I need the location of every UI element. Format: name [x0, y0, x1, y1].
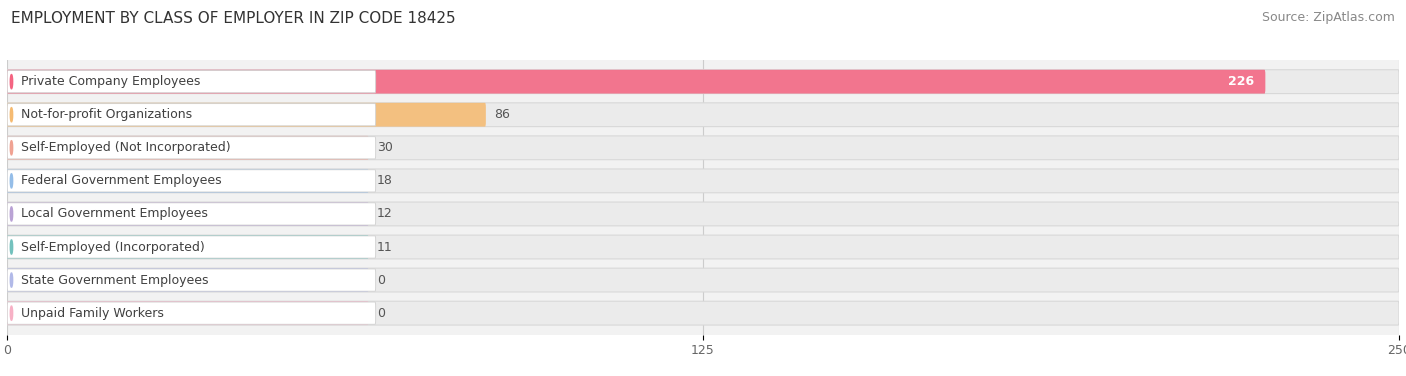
FancyBboxPatch shape: [7, 268, 368, 292]
Circle shape: [10, 74, 13, 89]
Circle shape: [10, 240, 13, 254]
FancyBboxPatch shape: [7, 170, 375, 192]
FancyBboxPatch shape: [7, 202, 1399, 226]
FancyBboxPatch shape: [7, 70, 1399, 94]
FancyBboxPatch shape: [7, 235, 368, 259]
FancyBboxPatch shape: [7, 169, 1399, 193]
FancyBboxPatch shape: [7, 269, 375, 291]
Text: State Government Employees: State Government Employees: [21, 274, 208, 287]
FancyBboxPatch shape: [7, 103, 486, 127]
FancyBboxPatch shape: [7, 236, 375, 258]
Text: Not-for-profit Organizations: Not-for-profit Organizations: [21, 108, 193, 121]
FancyBboxPatch shape: [7, 203, 375, 225]
Text: 0: 0: [377, 274, 385, 287]
Circle shape: [10, 141, 13, 155]
Circle shape: [10, 207, 13, 221]
Circle shape: [10, 174, 13, 188]
FancyBboxPatch shape: [7, 71, 375, 93]
FancyBboxPatch shape: [7, 103, 1399, 127]
Text: Private Company Employees: Private Company Employees: [21, 75, 201, 88]
Circle shape: [10, 306, 13, 320]
Text: Federal Government Employees: Federal Government Employees: [21, 174, 222, 187]
Text: 226: 226: [1227, 75, 1254, 88]
FancyBboxPatch shape: [7, 137, 375, 159]
FancyBboxPatch shape: [7, 268, 1399, 292]
FancyBboxPatch shape: [7, 301, 1399, 325]
Text: 0: 0: [377, 307, 385, 320]
FancyBboxPatch shape: [7, 70, 1265, 94]
Text: Local Government Employees: Local Government Employees: [21, 208, 208, 220]
Text: EMPLOYMENT BY CLASS OF EMPLOYER IN ZIP CODE 18425: EMPLOYMENT BY CLASS OF EMPLOYER IN ZIP C…: [11, 11, 456, 26]
Text: Unpaid Family Workers: Unpaid Family Workers: [21, 307, 165, 320]
Circle shape: [10, 108, 13, 122]
Circle shape: [10, 273, 13, 287]
FancyBboxPatch shape: [7, 235, 1399, 259]
Text: Source: ZipAtlas.com: Source: ZipAtlas.com: [1261, 11, 1395, 24]
Text: Self-Employed (Incorporated): Self-Employed (Incorporated): [21, 241, 205, 253]
Text: 12: 12: [377, 208, 392, 220]
Text: 86: 86: [495, 108, 510, 121]
Text: 11: 11: [377, 241, 392, 253]
Text: 30: 30: [377, 141, 392, 154]
Text: 18: 18: [377, 174, 392, 187]
Text: Self-Employed (Not Incorporated): Self-Employed (Not Incorporated): [21, 141, 231, 154]
FancyBboxPatch shape: [7, 136, 368, 160]
FancyBboxPatch shape: [7, 302, 375, 324]
FancyBboxPatch shape: [7, 169, 368, 193]
FancyBboxPatch shape: [7, 301, 368, 325]
FancyBboxPatch shape: [7, 104, 375, 126]
FancyBboxPatch shape: [7, 136, 1399, 160]
FancyBboxPatch shape: [7, 202, 368, 226]
